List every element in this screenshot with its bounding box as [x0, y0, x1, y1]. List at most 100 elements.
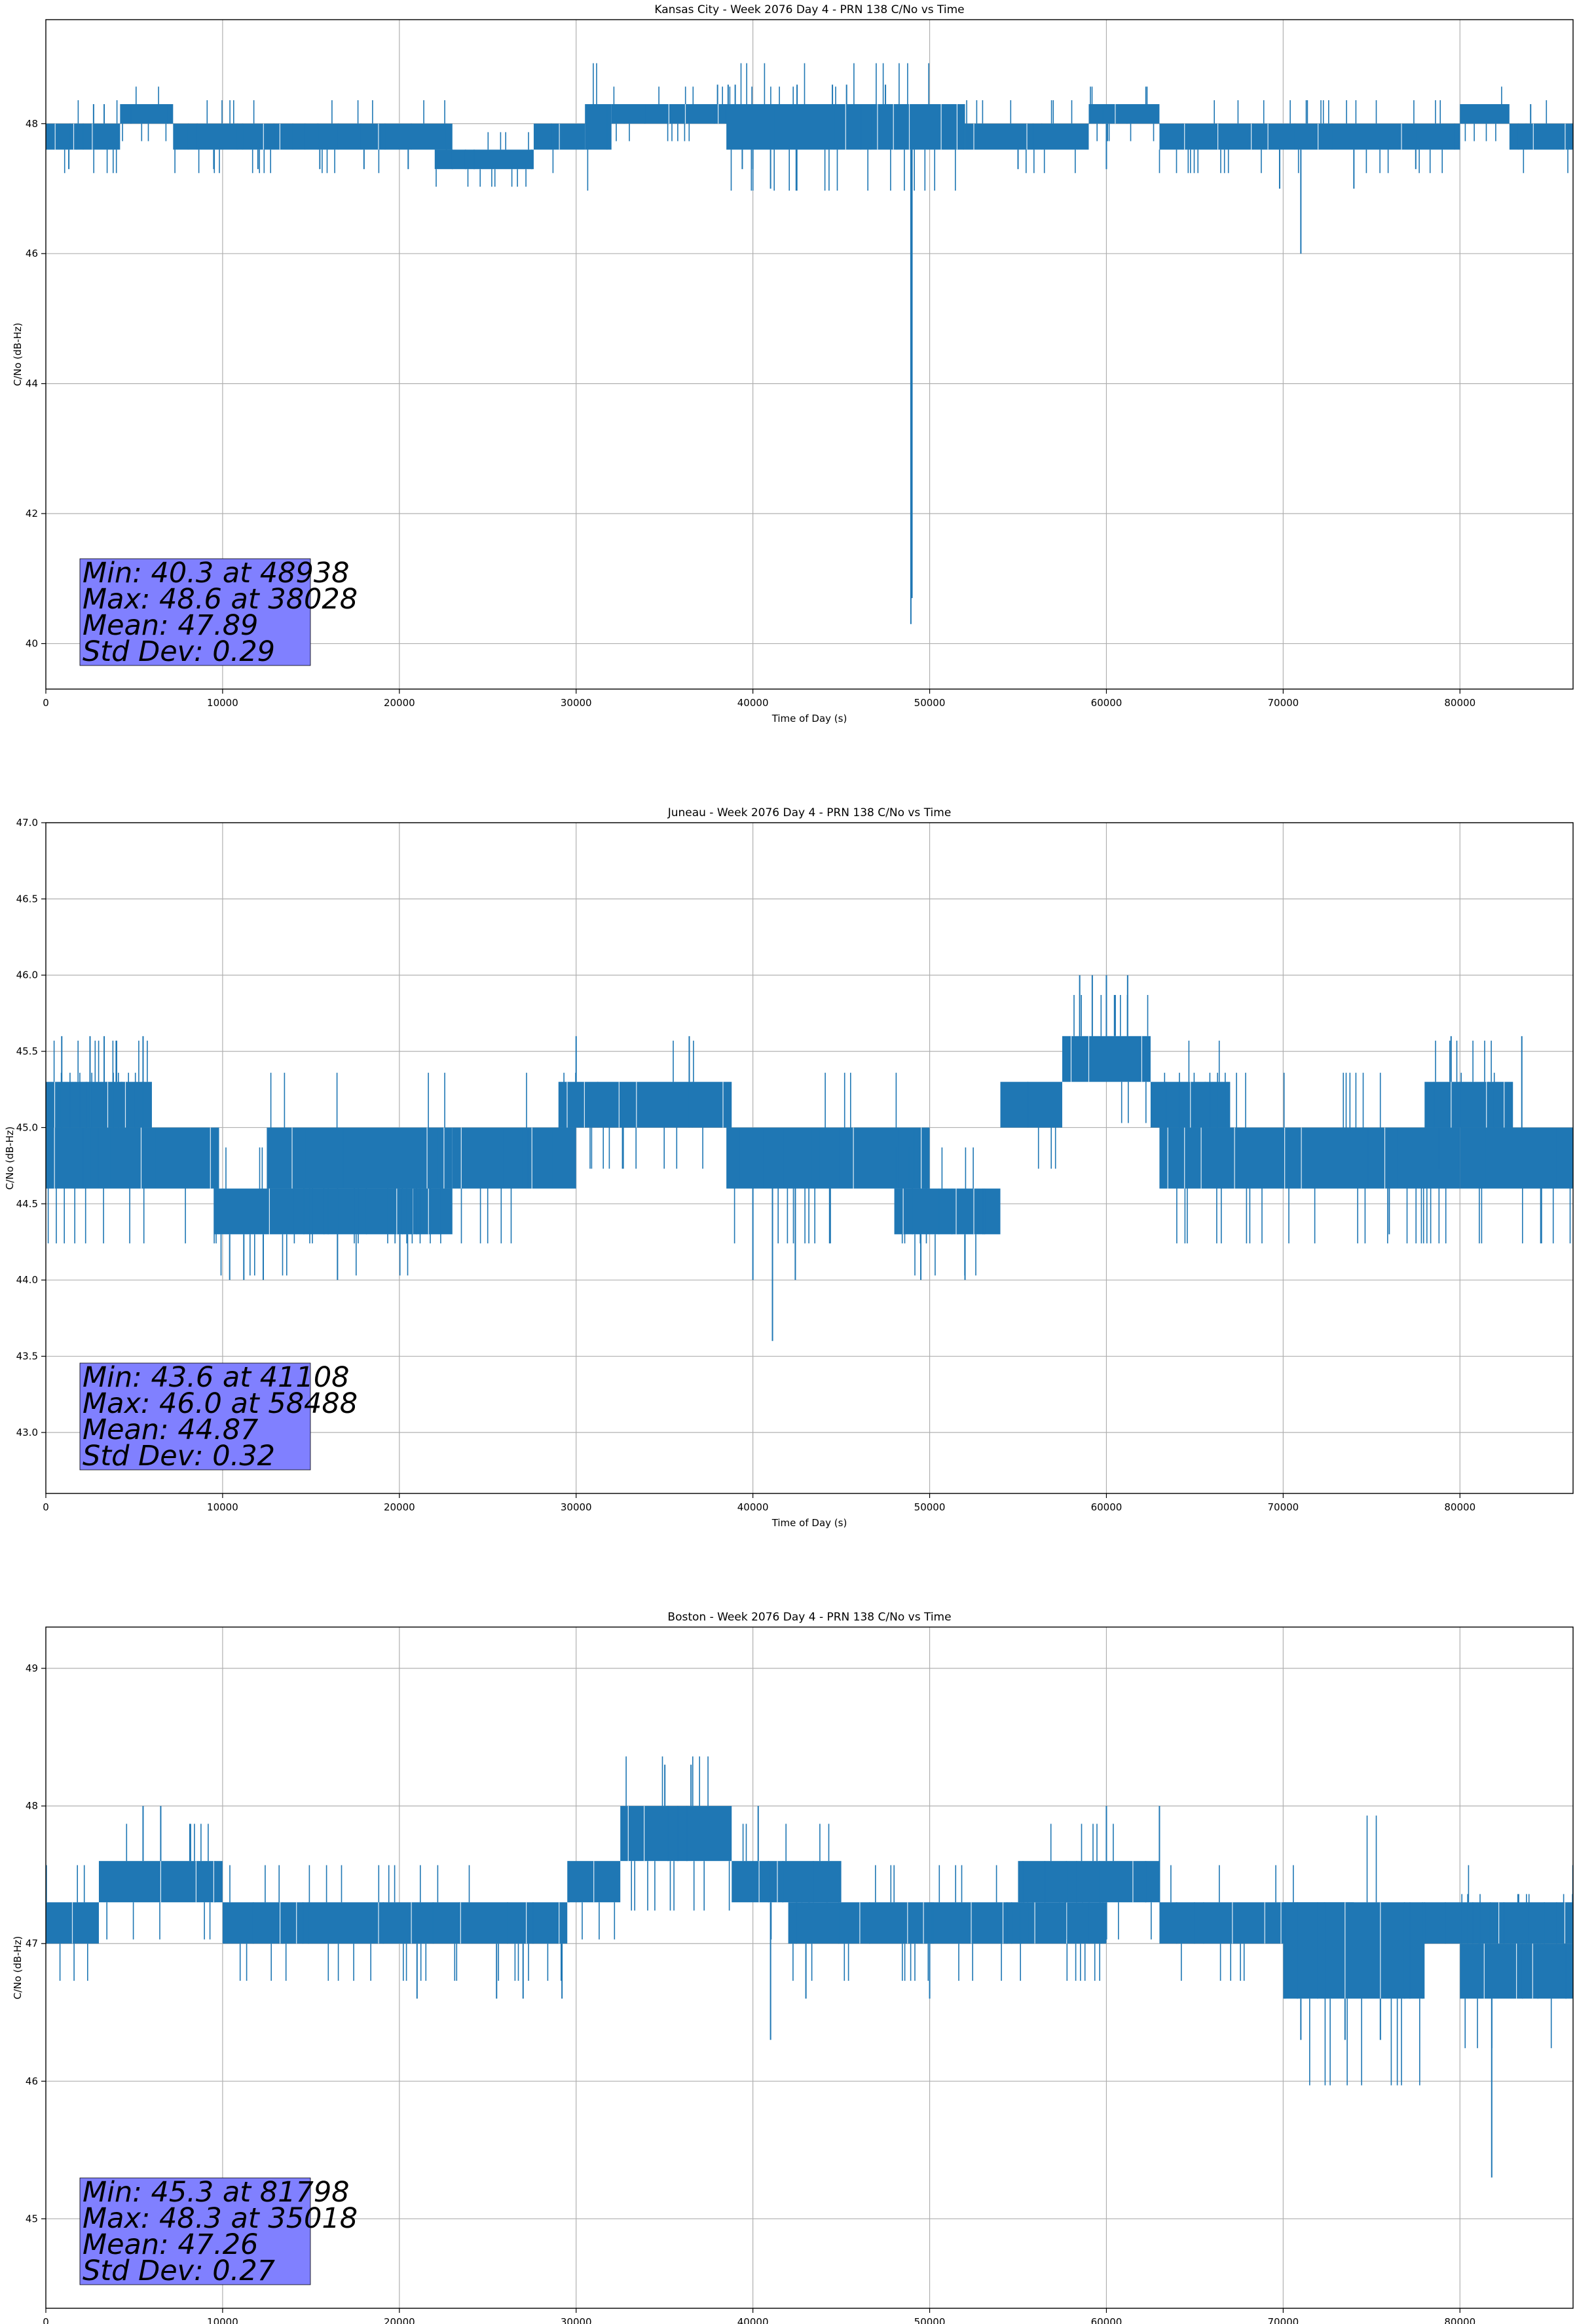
chart-title: Boston - Week 2076 Day 4 - PRN 138 C/No … [667, 1611, 951, 1624]
stats-min: Min: 40.3 at 48938 [83, 557, 350, 590]
data-jitter [270, 1072, 445, 1244]
stats-min: Min: 45.3 at 81798 [83, 2176, 350, 2209]
data-jitter [1461, 86, 1502, 141]
data-jitter [174, 100, 447, 174]
stats-box [79, 558, 311, 666]
y-axis-label: C/No (dB-Hz) [12, 1936, 24, 2000]
x-tick-label: 80000 [1444, 697, 1475, 709]
data-gap [160, 1861, 214, 1903]
data-gap [1345, 1902, 1381, 1999]
data-band [267, 1127, 453, 1189]
data-jitter [1159, 100, 1460, 174]
x-tick-label: 40000 [737, 1501, 769, 1513]
data-gap [853, 1127, 922, 1189]
data-band [1460, 1127, 1573, 1189]
x-tick-label: 20000 [384, 697, 415, 709]
y-tick-label: 46 [26, 2075, 38, 2087]
data-gap [1483, 1943, 1533, 1999]
x-tick-label: 0 [43, 2316, 49, 2324]
data-band [620, 1806, 732, 1862]
x-tick-label: 70000 [1267, 1501, 1299, 1513]
data-band [1000, 1081, 1062, 1128]
x-tick-label: 10000 [207, 697, 238, 709]
data-jitter [733, 1072, 927, 1244]
x-tick-label: 50000 [914, 697, 946, 709]
y-tick-label: 44 [26, 378, 38, 390]
x-tick-label: 10000 [207, 1501, 238, 1513]
data-jitter [1027, 1081, 1062, 1169]
data-gap [291, 1127, 445, 1189]
data-gap [902, 1188, 974, 1235]
data-gap [758, 1861, 778, 1903]
data-jitter [730, 63, 964, 191]
x-tick-label: 40000 [737, 697, 769, 709]
data-jitter [436, 132, 532, 187]
data-gap [1070, 1036, 1142, 1082]
data-band [732, 1861, 842, 1903]
data-gap [1232, 1902, 1346, 1944]
data-band [1062, 1036, 1151, 1082]
x-tick-label: 50000 [914, 1501, 946, 1513]
x-tick-label: 70000 [1267, 2316, 1299, 2324]
data-gap [1167, 1127, 1386, 1189]
data-jitter [589, 1040, 703, 1169]
data-jitter [1019, 1824, 1152, 1940]
chart-title: Juneau - Week 2076 Day 4 - PRN 138 C/No … [667, 806, 952, 819]
stats-max: Max: 48.3 at 35018 [83, 2202, 358, 2235]
data-gap [1498, 1902, 1565, 1944]
y-tick-label: 46.5 [16, 893, 38, 905]
data-jitter [587, 63, 608, 191]
y-tick-label: 45.0 [16, 1121, 38, 1133]
x-tick-label: 60000 [1091, 1501, 1122, 1513]
data-band [1283, 1902, 1425, 1999]
y-tick-label: 43.5 [16, 1351, 38, 1362]
x-tick-label: 80000 [1444, 2316, 1475, 2324]
stats-std: Std Dev: 0.29 [83, 635, 275, 668]
data-gap [263, 123, 379, 150]
data-band [452, 1127, 576, 1189]
data-band [120, 103, 174, 124]
x-tick-label: 60000 [1091, 2316, 1122, 2324]
data-gap [627, 1806, 645, 1862]
data-jitter [568, 1861, 616, 1940]
data-gap [280, 1902, 560, 1944]
data-band [173, 123, 453, 150]
chart-panel-0: 0 10000 20000 30000 40000 50000 60000 70000 8000… [12, 3, 1574, 724]
y-axis-label: C/No (dB-Hz) [4, 1127, 16, 1190]
y-tick-label: 47.0 [16, 817, 38, 829]
data-band [1088, 103, 1160, 124]
y-tick-label: 49 [26, 1662, 38, 1674]
data-gap [859, 1902, 1067, 1944]
data-jitter [1160, 1072, 1447, 1244]
stats-box [79, 1362, 311, 1471]
data-gap [460, 1127, 532, 1189]
data-band [1159, 123, 1460, 150]
data-jitter [1517, 100, 1572, 174]
data-gap [1532, 123, 1566, 150]
data-gap [1184, 123, 1402, 150]
y-tick-label: 44.5 [16, 1198, 38, 1210]
data-band [1460, 103, 1510, 124]
data-gap [973, 123, 1028, 150]
y-tick-label: 46.0 [16, 969, 38, 981]
y-tick-label: 48 [26, 1800, 38, 1812]
data-jitter [229, 1865, 562, 1981]
data-band [434, 149, 534, 170]
y-axis-label: C/No (dB-Hz) [12, 323, 24, 386]
data-jitter [53, 100, 118, 174]
data-band [788, 1902, 1107, 1944]
y-tick-label: 44.0 [16, 1274, 38, 1286]
data-band [1159, 1127, 1460, 1189]
x-tick-label: 80000 [1444, 1501, 1475, 1513]
data-band [46, 1081, 152, 1128]
data-band [1509, 123, 1573, 150]
data-band [558, 1081, 732, 1128]
stats-box [79, 2177, 311, 2285]
y-tick-label: 43.0 [16, 1427, 38, 1438]
data-band [1018, 1861, 1160, 1903]
data-gap [845, 104, 957, 150]
x-axis-label: Time of Day (s) [771, 1517, 847, 1529]
x-tick-label: 40000 [737, 2316, 769, 2324]
data-jitter [1284, 1815, 1423, 2086]
x-tick-label: 70000 [1267, 697, 1299, 709]
